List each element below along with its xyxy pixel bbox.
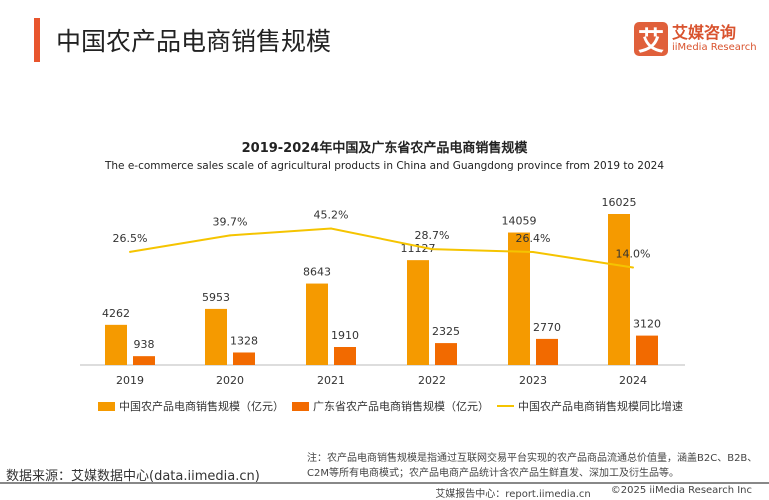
data-label: 8643: [303, 266, 331, 279]
x-tick-label: 2021: [317, 374, 345, 387]
bar-guangdong: [636, 335, 658, 365]
chart-subtitle: The e-commerce sales scale of agricultur…: [104, 160, 665, 172]
bar-guangdong: [435, 343, 457, 365]
bar-china: [105, 324, 127, 365]
data-source: 数据来源：艾媒数据中心(data.iimedia.cn): [6, 469, 260, 484]
x-tick-label: 2019: [116, 374, 144, 387]
logo: 艾 艾媒咨询 iiMedia Research: [634, 22, 757, 57]
data-label: 1328: [230, 334, 258, 347]
growth-point: [532, 251, 534, 253]
data-label: 2770: [533, 321, 561, 334]
footnote: 注：农产品电商销售规模是指通过互联网交易平台实现的农产品商品流通总价值量，涵盖B…: [307, 453, 758, 479]
x-tick-label: 2023: [519, 374, 547, 387]
x-tick-label: 2024: [619, 374, 647, 387]
page-title: 中国农产品电商销售规模: [56, 27, 332, 56]
legend: 中国农产品电商销售规模（亿元） 广东省农产品电商销售规模（亿元） 中国农产品电商…: [98, 398, 683, 414]
legend-item-china: 中国农产品电商销售规模（亿元）: [98, 398, 284, 414]
chart-title: 2019-2024年中国及广东省农产品电商销售规模: [241, 141, 528, 156]
bar-guangdong: [536, 338, 558, 365]
growth-line: [129, 227, 634, 269]
growth-point: [632, 266, 634, 269]
divider: [0, 482, 769, 484]
legend-item-growth: 中国农产品电商销售规模同比增速: [497, 398, 683, 414]
legend-item-guangdong: 广东省农产品电商销售规模（亿元）: [292, 398, 489, 414]
growth-point: [431, 248, 433, 251]
title-accent-bar: [34, 18, 40, 62]
bar-guangdong: [133, 356, 155, 365]
bar-china: [407, 260, 429, 365]
bar-china: [608, 214, 630, 365]
data-label: 938: [134, 338, 155, 351]
bar-china: [306, 283, 328, 365]
copyright: ©2025 iiMedia Research Inc: [610, 485, 752, 496]
data-label: 3120: [633, 318, 661, 331]
growth-point: [229, 234, 231, 237]
growth-label: 26.5%: [113, 232, 148, 245]
data-label: 4262: [102, 307, 130, 320]
data-label: 2325: [432, 325, 460, 338]
bar-china: [508, 232, 530, 365]
data-label: 16025: [602, 196, 637, 209]
bar-china: [205, 308, 227, 365]
bar-guangdong: [334, 347, 356, 365]
growth-label: 45.2%: [314, 209, 349, 222]
bar-guangdong: [233, 352, 255, 365]
growth-label: 28.7%: [415, 229, 450, 242]
growth-label: 14.0%: [616, 248, 651, 261]
data-label: 14059: [502, 215, 537, 228]
logo-en: iiMedia Research: [672, 42, 757, 53]
logo-cn: 艾媒咨询: [672, 23, 737, 42]
footer: 艾媒报告中心：report.iimedia.cn ©2025 iiMedia R…: [435, 485, 752, 500]
growth-label: 26.4%: [516, 232, 551, 245]
data-label: 1910: [331, 329, 359, 342]
x-tick-label: 2022: [418, 374, 446, 387]
data-label: 5953: [202, 291, 230, 304]
report-link[interactable]: 艾媒报告中心：report.iimedia.cn: [435, 489, 591, 500]
growth-label: 39.7%: [213, 215, 248, 228]
x-tick-label: 2020: [216, 374, 244, 387]
growth-point: [330, 227, 332, 230]
logo-mark-icon: 艾: [634, 22, 668, 57]
growth-point: [129, 250, 131, 253]
